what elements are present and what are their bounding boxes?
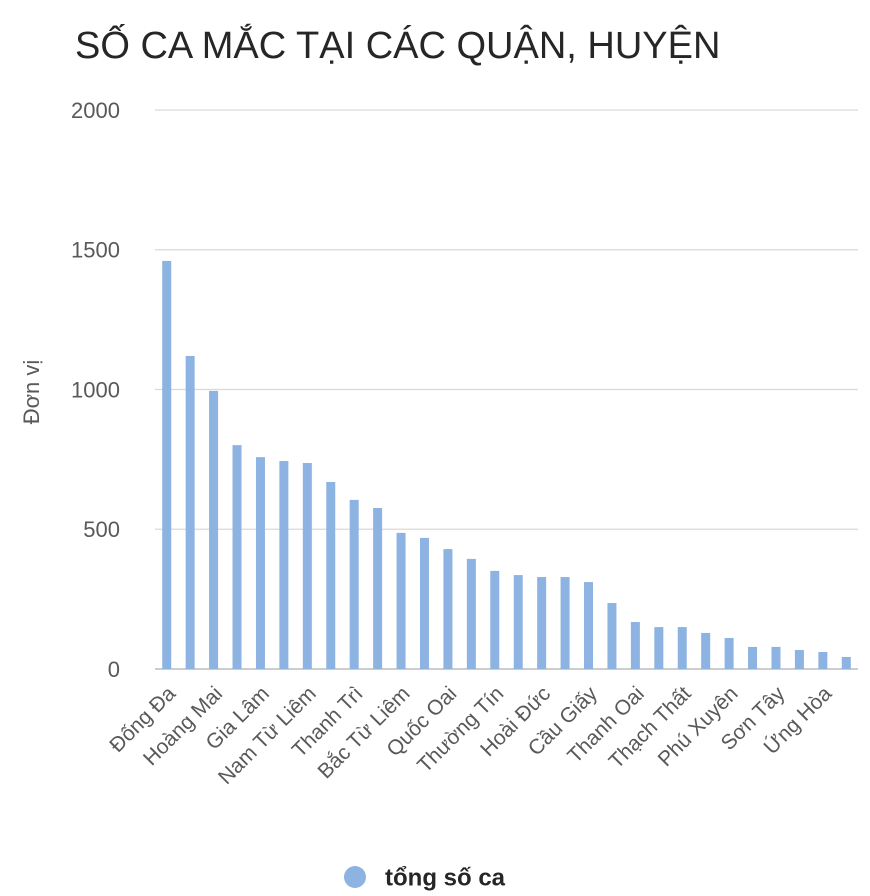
y-tick-label: 0 [108,657,120,682]
bar [724,637,734,669]
bar [560,577,570,669]
bar [162,260,172,669]
y-tick-label: 1500 [71,238,120,263]
bar [396,532,406,669]
bar [630,622,640,669]
y-axis-title: Đơn vị [19,360,44,425]
bar [255,457,265,669]
y-tick-label: 500 [83,517,120,542]
bar [209,390,219,669]
bar [607,603,617,669]
bar [185,355,195,669]
bar [373,508,383,669]
y-tick-label: 2000 [71,98,120,123]
bar [419,537,429,669]
bar [771,646,781,669]
legend-marker [344,866,366,888]
bar [584,582,594,669]
bar [818,651,828,669]
bar [232,445,242,669]
bar [513,575,523,669]
bar [794,649,804,669]
chart-title: SỐ CA MẮC TẠI CÁC QUẬN, HUYỆN [75,22,720,67]
bar [654,627,664,669]
bar [466,558,476,669]
bar [349,499,359,669]
bar [490,570,500,669]
bar [701,632,711,669]
bar [677,627,687,669]
bar [537,577,547,669]
bar [326,482,336,669]
bar [841,656,851,669]
bar [279,461,289,669]
bar [748,646,758,669]
legend-label: tổng số ca [385,864,506,891]
y-tick-label: 1000 [71,377,120,402]
bar [443,549,453,669]
bar [302,463,312,669]
